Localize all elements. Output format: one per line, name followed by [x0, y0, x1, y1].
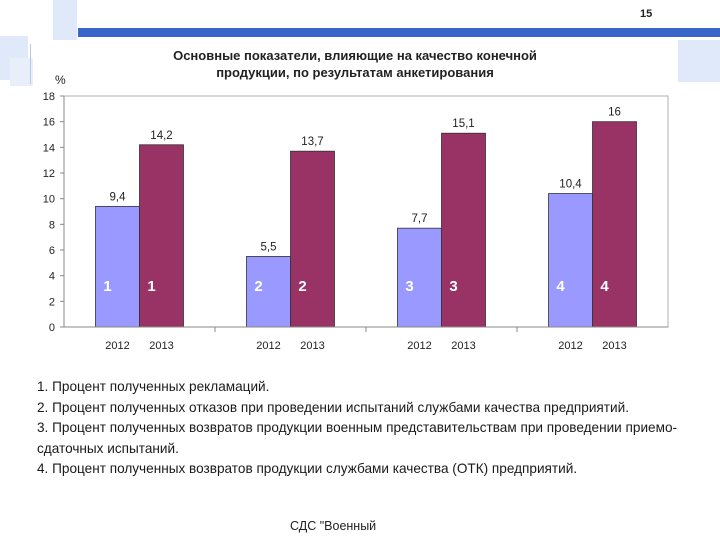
x-tick-label: 2013 [149, 340, 173, 352]
right-panel [678, 40, 720, 82]
bar-value-label: 10,4 [559, 179, 582, 191]
y-tick-label: 14 [43, 142, 55, 154]
y-tick-label: 12 [43, 168, 55, 180]
chart-title-line-1: Основные показатели, влияющие на качеств… [173, 48, 537, 63]
header-bar [78, 28, 720, 37]
note-item-1: 1. Процент полученных рекламаций. [37, 379, 270, 394]
bar-value-label: 5,5 [261, 241, 277, 253]
x-tick-label: 2012 [407, 340, 431, 352]
bar-2012-group-4 [548, 193, 593, 328]
y-tick-label: 2 [49, 296, 55, 308]
bar-group-number: 1 [147, 278, 155, 295]
y-tick-label: 10 [43, 194, 55, 206]
chart-container: Основные показатели, влияющие на качеств… [33, 44, 676, 360]
bar-2013-group-1 [139, 144, 184, 328]
x-tick-label: 2013 [451, 340, 475, 352]
bar-2012-group-2 [246, 256, 291, 328]
y-tick-label: 18 [43, 91, 55, 103]
y-tick-label: 4 [49, 271, 55, 283]
note-item-4: 4. Процент полученных возвратов продукци… [37, 461, 578, 476]
divider-line [30, 44, 31, 84]
corner-square-lower [10, 58, 35, 86]
x-tick-label: 2013 [602, 340, 626, 352]
bar-2013-group-2 [290, 150, 335, 328]
x-tick-label: 2012 [105, 340, 129, 352]
bar-value-label: 7,7 [412, 213, 428, 225]
note-item-3: 3. Процент полученных возвратов продукци… [37, 420, 678, 456]
bar-group-number: 4 [600, 278, 609, 295]
x-tick-label: 2013 [300, 340, 324, 352]
bars-group: 9,4 1 14,2 1 5,5 2 13,7 2 7,7 3 15,1 3 10,4 4 16 4 [95, 107, 637, 328]
y-tick-label: 0 [49, 322, 55, 334]
y-tick-label: 8 [49, 219, 55, 231]
bar-value-label: 15,1 [452, 118, 474, 130]
x-tick-label: 2012 [558, 340, 582, 352]
bar-group-number: 3 [449, 278, 457, 295]
bar-value-label: 13,7 [301, 136, 323, 148]
x-tick-label: 2012 [256, 340, 280, 352]
bar-chart: Основные показатели, влияющие на качеств… [43, 48, 669, 352]
bar-2012-group-3 [397, 227, 442, 328]
bar-value-label: 9,4 [110, 191, 127, 203]
notes-list: 1. Процент полученных рекламаций. 2. Про… [37, 377, 697, 480]
corner-square-large [53, 0, 77, 40]
x-axis: 2012 2013 2012 2013 2012 2013 2012 2013 [64, 326, 668, 352]
bar-group-number: 1 [103, 278, 111, 295]
footer-text: СДС "Военный [290, 519, 377, 533]
bar-group-number: 3 [405, 278, 413, 295]
y-tick-label: 16 [43, 117, 55, 129]
bar-group-number: 4 [556, 278, 565, 295]
bar-group-number: 2 [254, 278, 262, 295]
bar-value-label: 16 [608, 107, 621, 119]
slide-number: 15 [640, 8, 653, 20]
bar-value-label: 14,2 [150, 130, 172, 142]
y-axis: 0 2 4 6 8 10 12 14 16 18 [43, 91, 65, 334]
note-item-2: 2. Процент полученных отказов при провед… [37, 399, 629, 415]
bar-2013-group-4 [592, 121, 637, 328]
chart-title-line-2: продукции, по результатам анкетирования [216, 65, 494, 80]
bar-2013-group-3 [441, 132, 486, 328]
bar-2012-group-1 [95, 205, 140, 328]
y-axis-unit-label: % [55, 73, 66, 87]
bar-group-number: 2 [298, 278, 306, 295]
y-tick-label: 6 [49, 245, 55, 257]
